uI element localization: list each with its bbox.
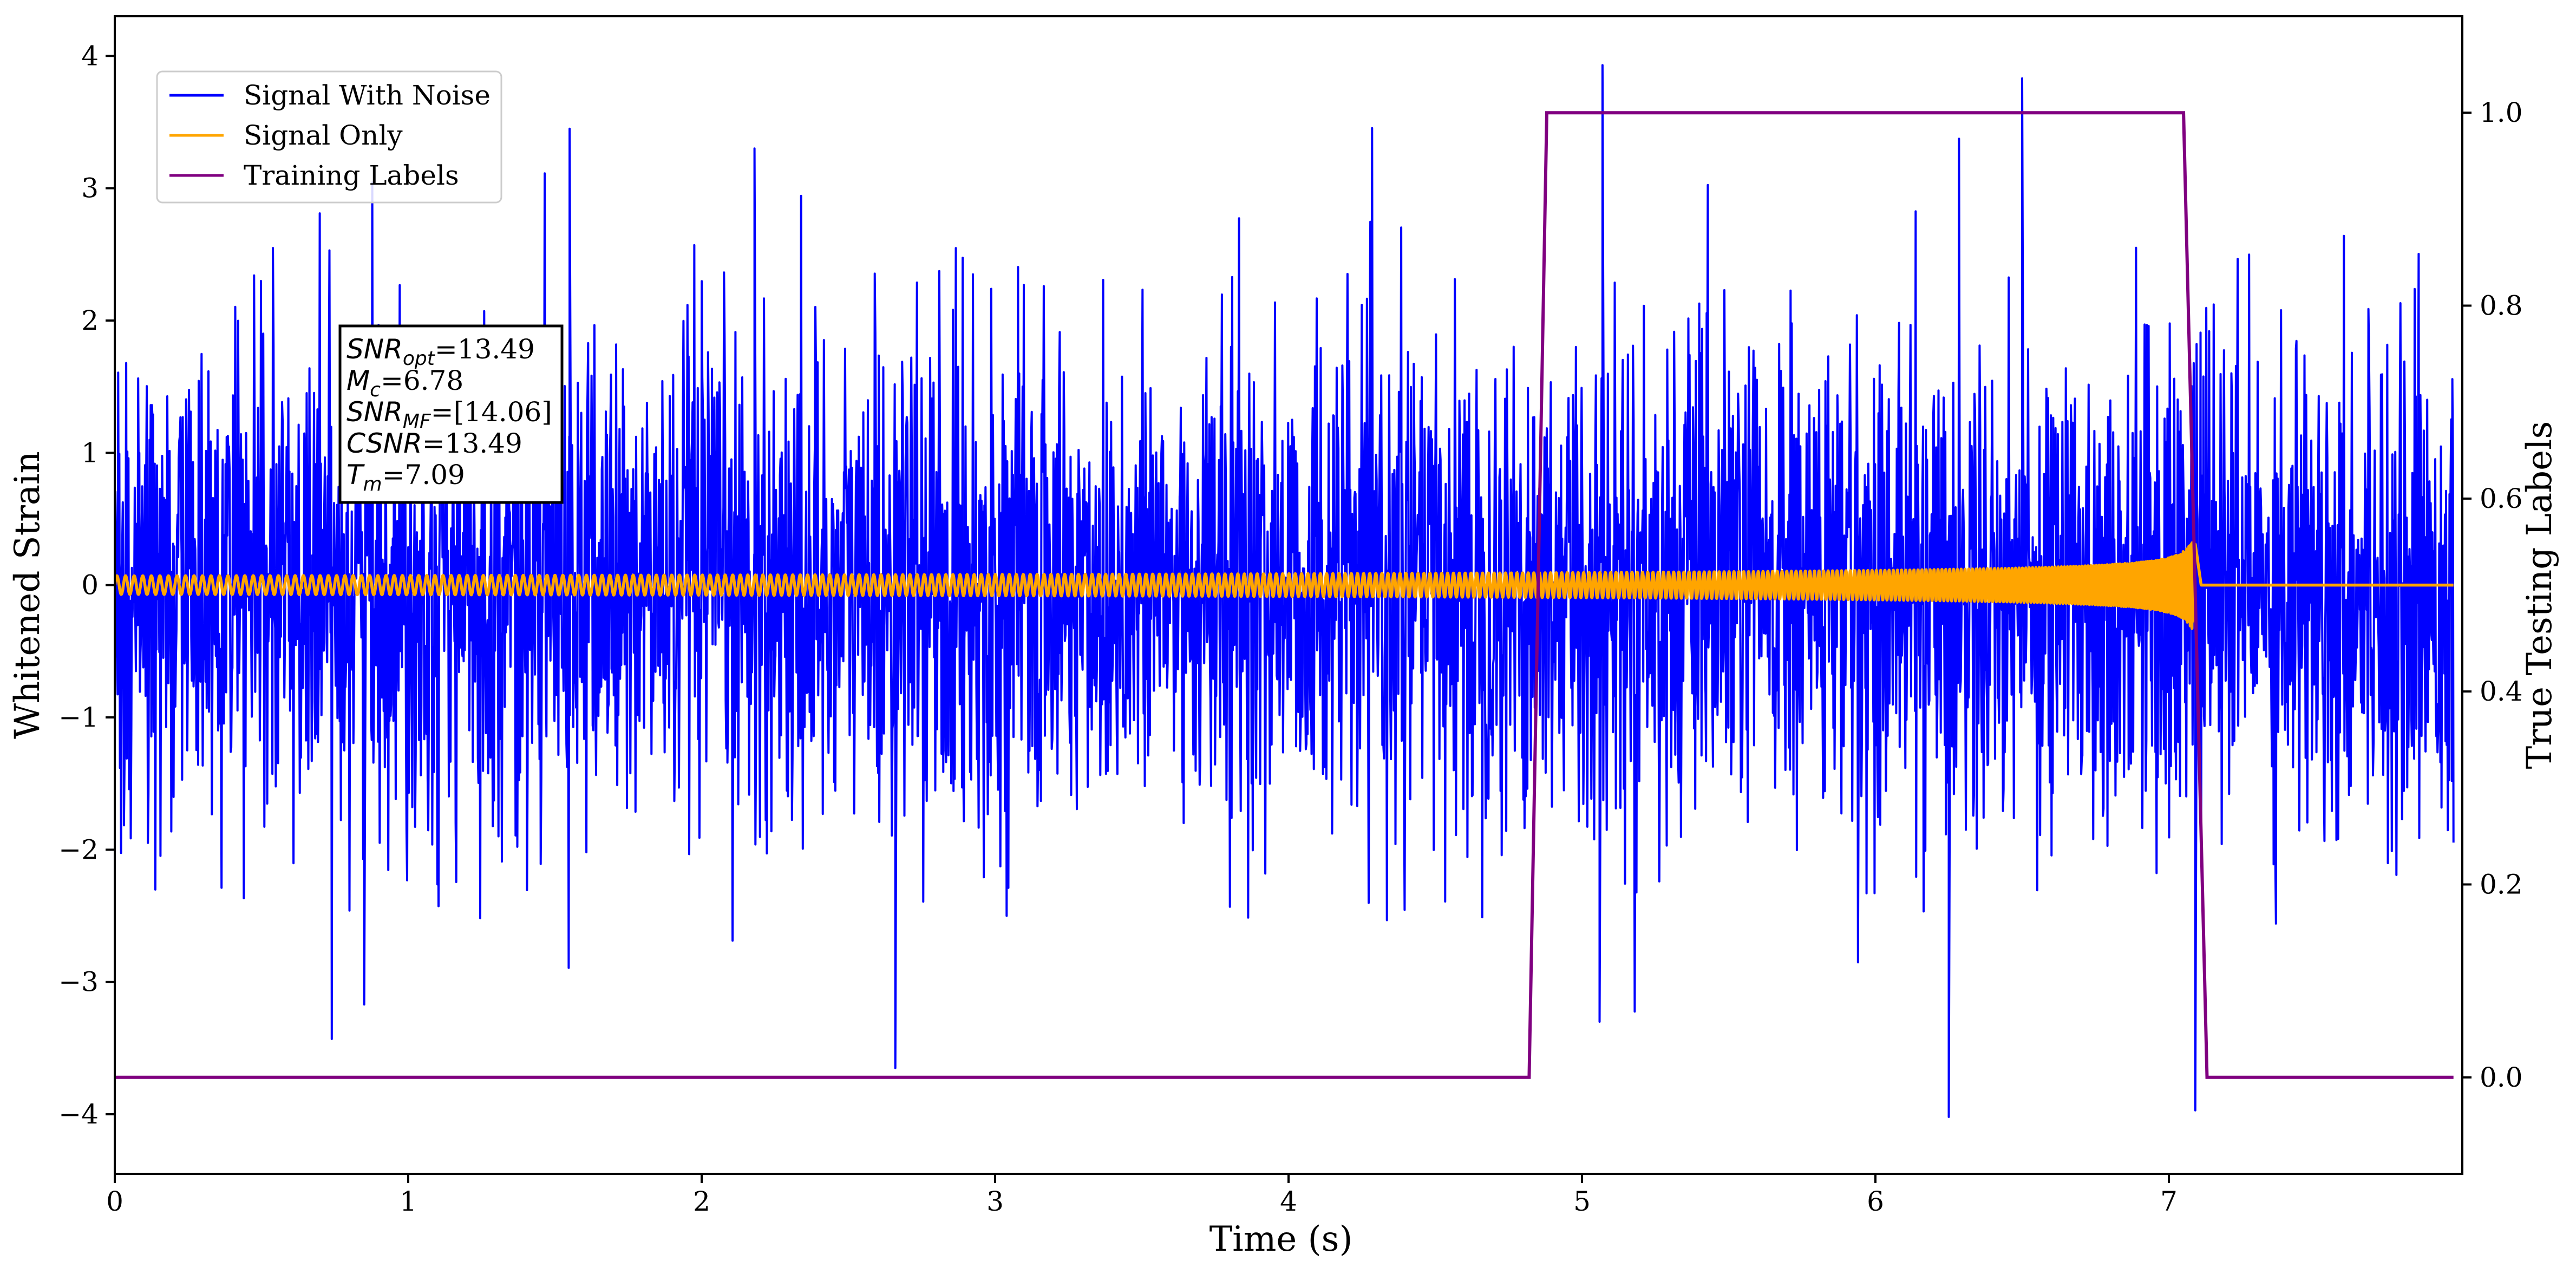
y-right-tick-label: 1.0 — [2480, 97, 2523, 128]
annotation-symbol: T — [346, 459, 365, 491]
y-tick-label: 4 — [81, 40, 99, 71]
y-right-tick-label: 0.4 — [2480, 676, 2523, 707]
y-tick-label: −3 — [58, 966, 99, 998]
x-axis-label: Time (s) — [1209, 1219, 1353, 1259]
legend: Signal With Noise Signal Only Training L… — [156, 70, 502, 204]
y-axis-label-right: True Testing Labels — [2520, 421, 2560, 769]
annotation-symbol: M — [346, 365, 370, 396]
legend-label-signal-only: Signal Only — [244, 120, 403, 151]
annotation-subscript: m — [363, 473, 382, 495]
series-training-labels — [115, 111, 2454, 1079]
legend-box — [156, 70, 502, 204]
annotation-symbol: CSNR — [346, 428, 422, 459]
x-tick-label: 0 — [106, 1186, 123, 1217]
x-tick-label: 6 — [1867, 1186, 1884, 1217]
x-tick-label: 1 — [400, 1186, 417, 1217]
y-tick-label: 0 — [81, 570, 99, 601]
annotation-value: =13.49 — [422, 428, 522, 459]
annotation-text: SNRopt=13.49 Mc=6.78 SNRMF=[14.06] CSNR=13.… — [346, 334, 552, 495]
y-tick-label: 3 — [81, 173, 99, 204]
y-axis-left-ticks: −4 −3 −2 −1 0 1 2 3 4 — [58, 40, 115, 1130]
y-tick-label: 2 — [81, 305, 99, 336]
annotation-subscript: MF — [403, 410, 431, 433]
y-right-tick-label: 0.2 — [2480, 869, 2523, 900]
series-signal-only — [115, 541, 2455, 630]
y-tick-label: −1 — [58, 702, 99, 733]
legend-label-signal-with-noise: Signal With Noise — [244, 80, 491, 111]
y-tick-label: 1 — [81, 437, 99, 468]
annotation-symbol: SNR — [346, 334, 403, 365]
y-tick-label: −4 — [58, 1099, 99, 1130]
y-tick-label: −2 — [58, 834, 99, 865]
annotation-subscript: opt — [403, 348, 436, 370]
plot-area — [115, 64, 2455, 1118]
y-right-tick-label: 0.0 — [2480, 1062, 2523, 1093]
annotation-box: SNRopt=13.49 Mc=6.78 SNRMF=[14.06] CSNR=13.… — [338, 324, 564, 504]
x-axis-ticks: 0 1 2 3 4 5 6 7 — [106, 1174, 2178, 1217]
x-tick-label: 3 — [986, 1186, 1004, 1217]
y-axis-right-ticks: 0.0 0.2 0.4 0.6 0.8 1.0 — [2462, 97, 2523, 1093]
annotation-value: =[14.06] — [431, 396, 552, 428]
y-right-tick-label: 0.8 — [2480, 290, 2523, 322]
annotation-value: =6.78 — [381, 365, 463, 396]
annotation-value: =7.09 — [382, 459, 465, 491]
y-right-tick-label: 0.6 — [2480, 483, 2523, 514]
x-tick-label: 4 — [1280, 1186, 1297, 1217]
annotation-value: =13.49 — [435, 334, 535, 365]
x-tick-label: 5 — [1573, 1186, 1591, 1217]
series-signal-with-noise — [115, 64, 2455, 1118]
y-axis-label-left: Whitened Strain — [8, 451, 48, 739]
annotation-symbol: SNR — [346, 396, 403, 428]
annotation-frame — [338, 324, 564, 504]
annotation-subscript: c — [370, 379, 381, 401]
x-tick-label: 2 — [693, 1186, 710, 1217]
x-tick-label: 7 — [2160, 1186, 2178, 1217]
legend-label-training-labels: Training Labels — [244, 160, 459, 191]
